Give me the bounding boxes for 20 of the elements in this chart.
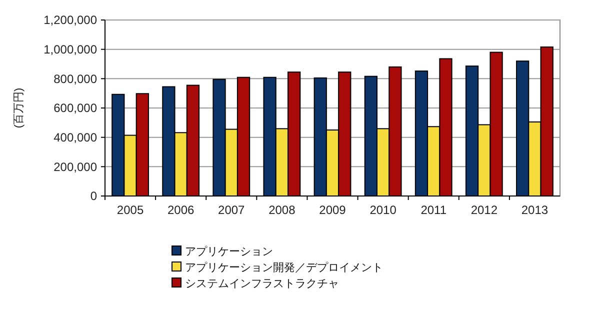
x-tick-label: 2011 [420,203,447,217]
y-axis-title: (百万円) [13,88,25,128]
y-tick-label: 0 [90,189,98,204]
x-tick-label: 2008 [268,203,296,217]
x-tick-label: 2005 [116,203,144,217]
legend-label: アプリケーション [185,245,273,258]
x-tick-label: 2013 [521,203,548,217]
y-tick-label: 800,000 [54,72,98,86]
x-tick-label: 2006 [167,203,195,217]
y-tick-label: 1,200,000 [44,13,98,28]
legend-label: システムインフラストラクチャ [185,278,339,290]
y-tick-label: 600,000 [54,101,98,116]
y-tick-label: 1,000,000 [44,42,98,57]
x-tick-label: 2010 [370,203,397,217]
y-tick-label: 400,000 [54,130,98,145]
y-tick-label: 200,000 [54,160,98,174]
x-tick-label: 2009 [319,203,346,217]
legend-label: アプリケーション開発／デプロイメント [185,261,383,274]
x-tick-label: 2012 [470,203,498,217]
x-tick-label: 2007 [218,203,246,217]
